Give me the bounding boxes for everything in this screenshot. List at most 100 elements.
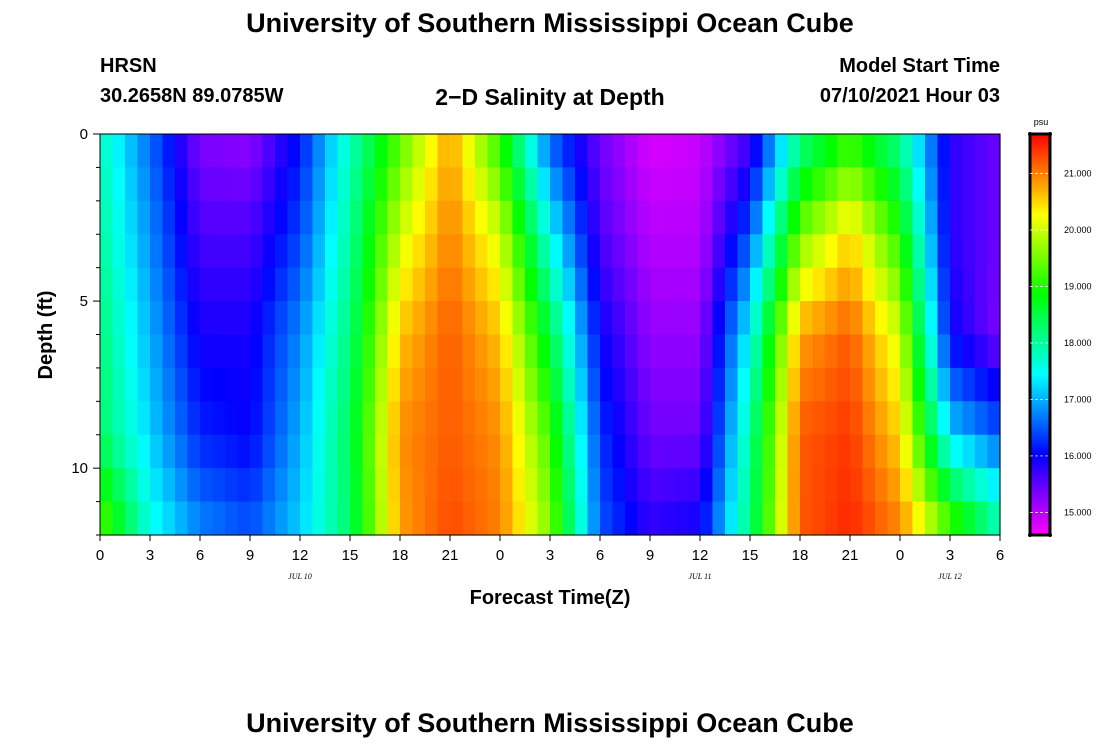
heatmap-cell: [400, 334, 414, 369]
heatmap-cell: [762, 367, 776, 402]
heatmap-cell: [250, 367, 264, 402]
heatmap-cell: [937, 468, 951, 503]
heatmap-cell: [225, 434, 239, 469]
heatmap-cell: [700, 367, 714, 402]
heatmap-cell: [787, 334, 801, 369]
heatmap-cell: [712, 267, 726, 302]
heatmap-cell: [387, 434, 401, 469]
heatmap-cell: [387, 267, 401, 302]
heatmap-cell: [425, 301, 439, 336]
heatmap-cell: [425, 234, 439, 269]
heatmap-cell: [475, 167, 489, 202]
heatmap-cell: [312, 367, 326, 402]
heatmap-cell: [225, 468, 239, 503]
heatmap-cell: [975, 434, 989, 469]
heatmap-cell: [512, 134, 526, 169]
heatmap-cell: [675, 434, 689, 469]
heatmap-cell: [550, 267, 564, 302]
heatmap-cell: [437, 301, 451, 336]
heatmap-cell: [700, 234, 714, 269]
y-tick-label: 5: [80, 293, 88, 310]
heatmap-cell: [375, 401, 389, 436]
heatmap-cell: [537, 334, 551, 369]
heatmap-cell: [337, 501, 351, 536]
heatmap-cell: [712, 401, 726, 436]
heatmap-cell: [587, 334, 601, 369]
heatmap-cell: [737, 367, 751, 402]
heatmap-cell: [662, 501, 676, 536]
heatmap-cell: [587, 301, 601, 336]
heatmap-cell: [662, 401, 676, 436]
heatmap-cell: [937, 267, 951, 302]
heatmap-cell: [625, 267, 639, 302]
heatmap-cell: [100, 334, 114, 369]
heatmap-cell: [275, 468, 289, 503]
heatmap-cell: [725, 234, 739, 269]
heatmap-cell: [275, 434, 289, 469]
heatmap-cell: [175, 200, 189, 235]
heatmap-cell: [650, 200, 664, 235]
heatmap-cell: [850, 234, 864, 269]
heatmap-cell: [525, 501, 539, 536]
heatmap-cell: [662, 267, 676, 302]
heatmap-cell: [425, 167, 439, 202]
heatmap-cell: [612, 334, 626, 369]
heatmap-cell: [712, 134, 726, 169]
heatmap-cell: [725, 167, 739, 202]
heatmap-cell: [262, 367, 276, 402]
heatmap-cell: [925, 468, 939, 503]
heatmap-cell: [962, 434, 976, 469]
heatmap-cell: [112, 134, 126, 169]
y-axis-title: Depth (ft): [35, 291, 57, 380]
heatmap-cell: [575, 367, 589, 402]
heatmap-cell: [112, 334, 126, 369]
heatmap-cell: [487, 267, 501, 302]
heatmap-cell: [387, 401, 401, 436]
heatmap-cell: [100, 367, 114, 402]
heatmap-cell: [162, 468, 176, 503]
heatmap-cell: [225, 367, 239, 402]
heatmap-cell: [262, 200, 276, 235]
heatmap-cell: [275, 267, 289, 302]
heatmap-cell: [187, 167, 201, 202]
heatmap-cell: [137, 301, 151, 336]
heatmap-cell: [350, 468, 364, 503]
heatmap-cell: [262, 401, 276, 436]
heatmap-cell: [400, 501, 414, 536]
heatmap-cell: [837, 468, 851, 503]
x-tick-label: 9: [246, 547, 254, 564]
heatmap-cell: [525, 167, 539, 202]
heatmap-cell: [675, 234, 689, 269]
heatmap-cell: [262, 334, 276, 369]
heatmap-cell: [575, 301, 589, 336]
heatmap-cell: [237, 234, 251, 269]
heatmap-cell: [325, 501, 339, 536]
colorbar-tick-label: 15.000: [1064, 507, 1092, 517]
heatmap-cell: [800, 434, 814, 469]
heatmap-cell: [237, 267, 251, 302]
heatmap-cell: [312, 468, 326, 503]
heatmap-cell: [537, 134, 551, 169]
heatmap-cell: [862, 401, 876, 436]
heatmap-cell: [150, 267, 164, 302]
x-tick-label: 3: [546, 547, 554, 564]
heatmap-cell: [762, 401, 776, 436]
heatmap-cell: [525, 434, 539, 469]
heatmap-cell: [562, 200, 576, 235]
heatmap-cell: [912, 501, 926, 536]
heatmap-cell: [350, 501, 364, 536]
heatmap-cell: [687, 234, 701, 269]
heatmap-cell: [237, 334, 251, 369]
heatmap-cell: [487, 434, 501, 469]
heatmap-cell: [687, 167, 701, 202]
x-tick-label: 12: [292, 547, 309, 564]
heatmap-cell: [837, 301, 851, 336]
heatmap-cell: [600, 267, 614, 302]
heatmap-cell: [325, 434, 339, 469]
heatmap-cell: [325, 301, 339, 336]
heatmap-cell: [500, 334, 514, 369]
heatmap-cell: [975, 167, 989, 202]
heatmap-cell: [100, 401, 114, 436]
heatmap-cell: [225, 167, 239, 202]
heatmap-cell: [450, 301, 464, 336]
